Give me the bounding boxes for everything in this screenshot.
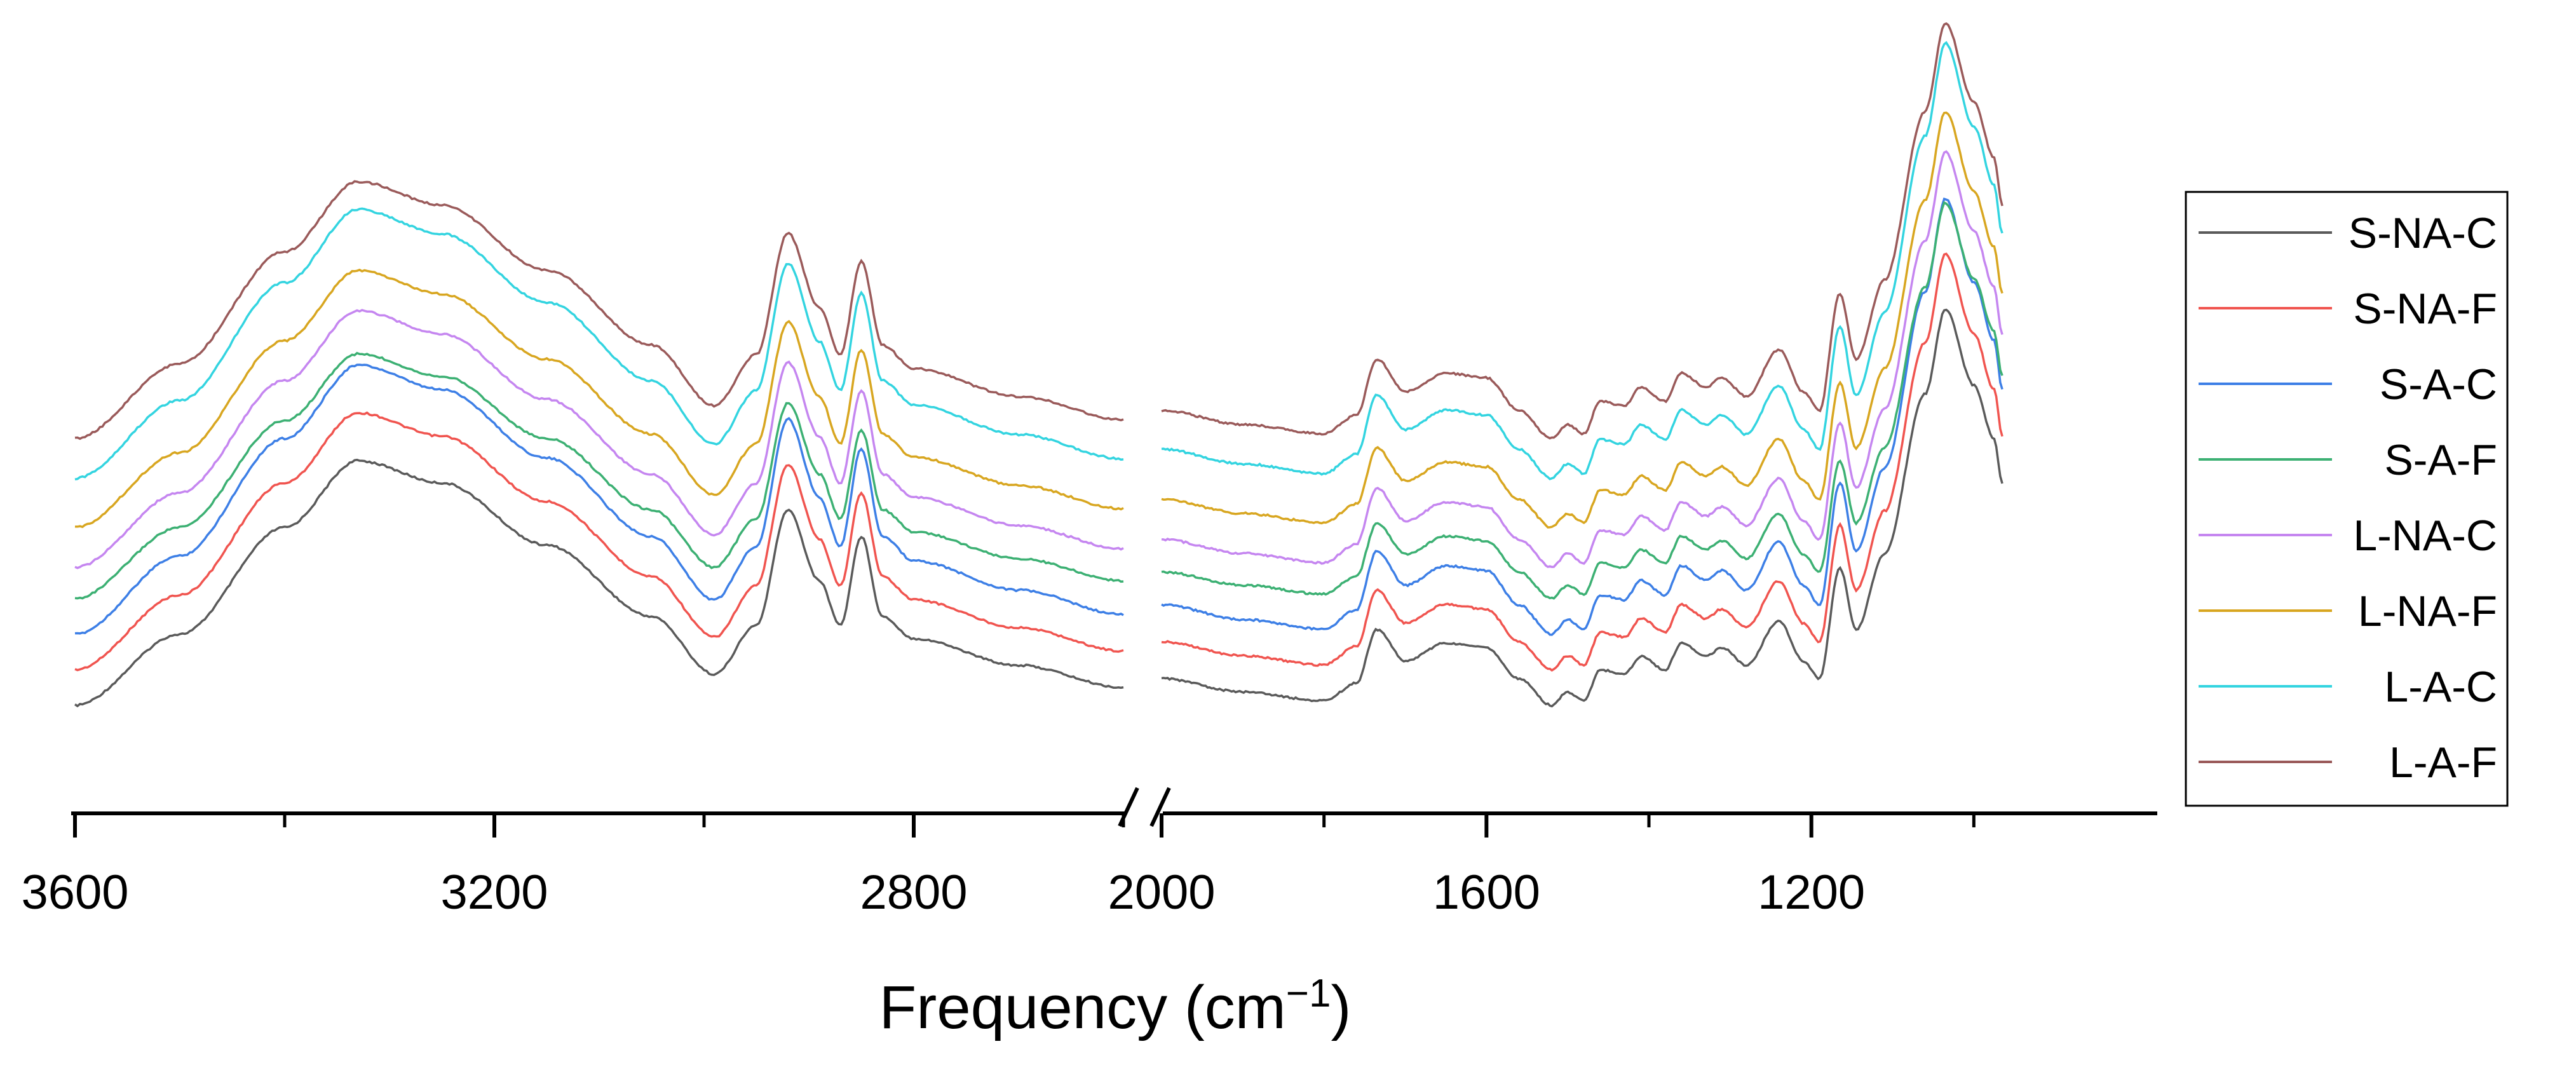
tick-label-3600: 3600 (21, 865, 128, 919)
series-line-L-A-C-low (1161, 41, 2003, 480)
legend-label-S-NA-F: S-NA-F (2353, 285, 2497, 333)
legend: S-NA-C S-NA-F S-A-C S-A-F L-NA-C L-NA-F L-A-C L… (2185, 191, 2509, 807)
tick-label-2800: 2800 (860, 865, 967, 919)
series-line-L-NA-F-high (74, 268, 1124, 529)
series-line-S-A-F-high (74, 351, 1124, 600)
series-layer (74, 22, 2003, 708)
series-line-L-NA-F-low (1161, 111, 2003, 529)
series-line-L-A-C-high (74, 207, 1124, 481)
x-axis: 3600 3200 2800 2000 1600 1200 (21, 787, 2157, 919)
legend-label-L-A-C: L-A-C (2384, 663, 2497, 711)
series-line-S-NA-C-high (74, 458, 1124, 708)
series-line-L-NA-C-high (74, 309, 1124, 569)
series-line-S-NA-F-low (1161, 252, 2003, 672)
tick-label-3200: 3200 (440, 865, 548, 919)
legend-label-L-NA-F: L-NA-F (2358, 587, 2497, 635)
series-line-L-NA-C-low (1161, 150, 2003, 568)
tick-label-1600: 1600 (1433, 865, 1540, 919)
series-line-S-A-F-low (1161, 201, 2003, 600)
series-line-S-A-C-low (1161, 197, 2003, 636)
series-line-S-NA-C-low (1161, 308, 2003, 708)
legend-label-L-NA-C: L-NA-C (2353, 512, 2497, 560)
legend-label-S-A-F: S-A-F (2384, 436, 2497, 484)
tick-label-1200: 1200 (1758, 865, 1865, 919)
series-line-S-A-C-high (74, 363, 1124, 635)
legend-label-S-A-C: S-A-C (2380, 360, 2497, 409)
series-line-S-NA-F-high (74, 411, 1124, 672)
series-line-L-A-F-low (1161, 22, 2003, 440)
series-line-L-A-F-high (74, 180, 1124, 440)
legend-label-S-NA-C: S-NA-C (2349, 209, 2497, 257)
axis-break-mark-right (1149, 787, 1171, 827)
legend-box (2185, 191, 2509, 807)
x-axis-title: Frequency (cm−1) (879, 972, 1352, 1041)
legend-label-L-A-F: L-A-F (2389, 738, 2497, 787)
x-axis-title-superscript: −1 (1286, 972, 1331, 1015)
tick-label-2000: 2000 (1108, 865, 1215, 919)
